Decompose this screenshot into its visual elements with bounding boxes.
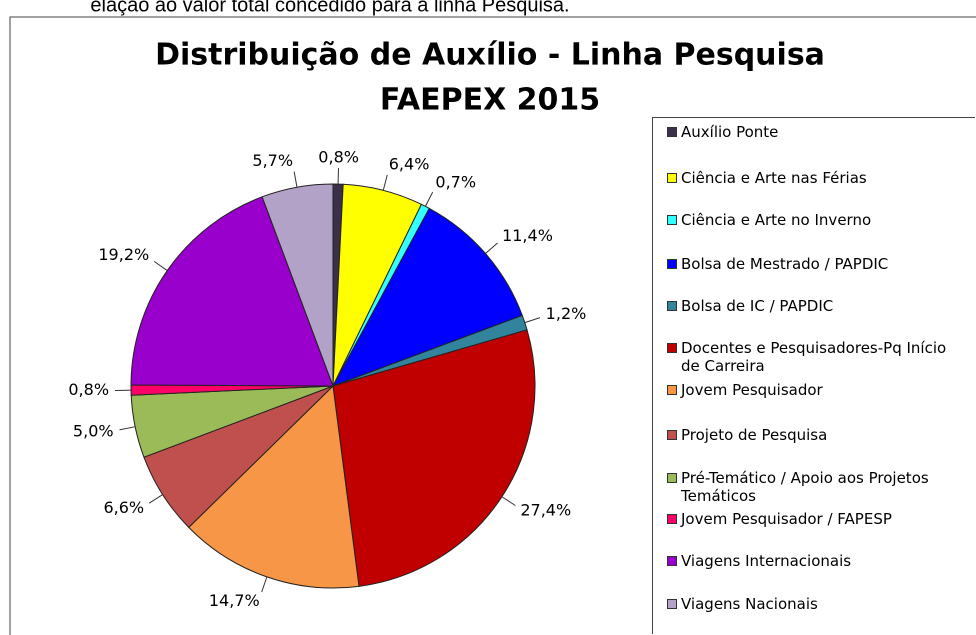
chart-subtitle: FAEPEX 2015 [380, 83, 600, 118]
legend-item: Projeto de Pesquisa [667, 426, 967, 444]
legend-swatch [667, 127, 677, 137]
leader-line [424, 191, 434, 207]
legend: Auxílio Ponte Ciência e Arte nas Férias Ci… [652, 117, 975, 634]
legend-label: Viagens Internacionais [681, 552, 852, 570]
legend-swatch [667, 473, 677, 483]
legend-label: Jovem Pesquisador [681, 381, 823, 399]
leader-line [485, 242, 498, 254]
data-label: 0,7% [435, 173, 476, 192]
legend-label: Viagens Nacionais [681, 595, 818, 613]
data-label: 1,2% [546, 304, 587, 323]
legend-item: Pré-Temático / Apoio aos Projetos Temáti… [667, 469, 967, 505]
legend-label: Jovem Pesquisador / FAPESP [681, 510, 892, 528]
data-label: 6,6% [103, 498, 144, 517]
data-label: 5,0% [73, 421, 114, 440]
leader-line [261, 576, 268, 593]
legend-label: Auxílio Ponte [681, 123, 779, 141]
data-label: 5,7% [252, 151, 293, 170]
legend-swatch [667, 173, 677, 183]
legend-item: Bolsa de Mestrado / PAPDIC [667, 255, 967, 273]
pie-slice [130, 196, 334, 387]
pie-slice [332, 329, 536, 587]
legend-item: Viagens Nacionais [667, 595, 967, 613]
legend-label: Ciência e Arte no Inverno [681, 211, 872, 229]
data-label: 0,8% [318, 148, 359, 167]
legend-swatch [667, 556, 677, 566]
legend-item: Ciência e Arte nas Férias [667, 169, 967, 187]
data-label: 0,8% [68, 380, 109, 399]
caption: elação ao valor total concedido para a l… [90, 0, 569, 16]
leader-line [524, 317, 541, 324]
legend-swatch [667, 599, 677, 609]
legend-swatch [667, 215, 677, 225]
legend-item: Jovem Pesquisador / FAPESP [667, 510, 967, 528]
data-label: 19,2% [98, 245, 149, 264]
data-label: 14,7% [209, 591, 260, 610]
leader-line [148, 494, 163, 504]
legend-label: Bolsa de Mestrado / PAPDIC [681, 255, 889, 273]
legend-item: Auxílio Ponte [667, 123, 967, 141]
legend-item: Jovem Pesquisador [667, 381, 967, 399]
data-label: 27,4% [520, 500, 571, 519]
legend-label: Bolsa de IC / PAPDIC [681, 297, 834, 315]
legend-swatch [667, 430, 677, 440]
legend-item: Ciência e Arte no Inverno [667, 211, 967, 229]
legend-item: Docentes e Pesquisadores-Pq Início de Ca… [667, 339, 967, 375]
leader-line [119, 426, 136, 431]
legend-item: Bolsa de IC / PAPDIC [667, 297, 967, 315]
legend-swatch [667, 259, 677, 269]
leader-line [382, 174, 388, 191]
pie-slice [331, 207, 523, 387]
leader-line [293, 171, 298, 188]
legend-item: Viagens Internacionais [667, 552, 967, 570]
data-label: 6,4% [389, 155, 430, 174]
legend-swatch [667, 385, 677, 395]
leader-line [501, 496, 516, 506]
legend-swatch [667, 301, 677, 311]
data-label: 11,4% [502, 226, 553, 245]
legend-label: Projeto de Pesquisa [681, 426, 828, 444]
pie-slice [261, 183, 334, 387]
chart-title: Distribuição de Auxílio - Linha Pesquisa [155, 38, 825, 73]
legend-swatch [667, 514, 677, 524]
leader-line [153, 260, 168, 271]
legend-swatch [667, 343, 677, 353]
legend-label: Pré-Temático / Apoio aos Projetos Temáti… [681, 469, 929, 505]
legend-label: Ciência e Arte nas Férias [681, 169, 867, 187]
legend-label: Docentes e Pesquisadores-Pq Início de Ca… [681, 339, 947, 375]
pie-slice [188, 384, 360, 589]
